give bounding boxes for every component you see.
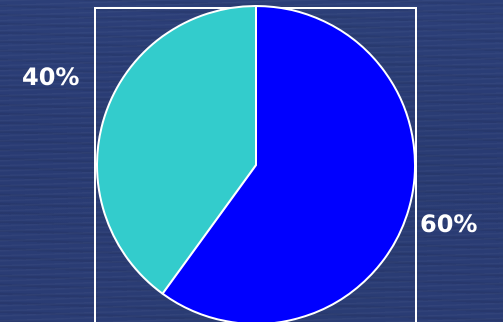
pie-slice-1 [96, 5, 257, 295]
slice-label-0: 60% [420, 210, 478, 238]
slice-label-1: 40% [22, 63, 80, 91]
pie-slices [96, 5, 416, 322]
pie-slice-0 [161, 5, 416, 322]
